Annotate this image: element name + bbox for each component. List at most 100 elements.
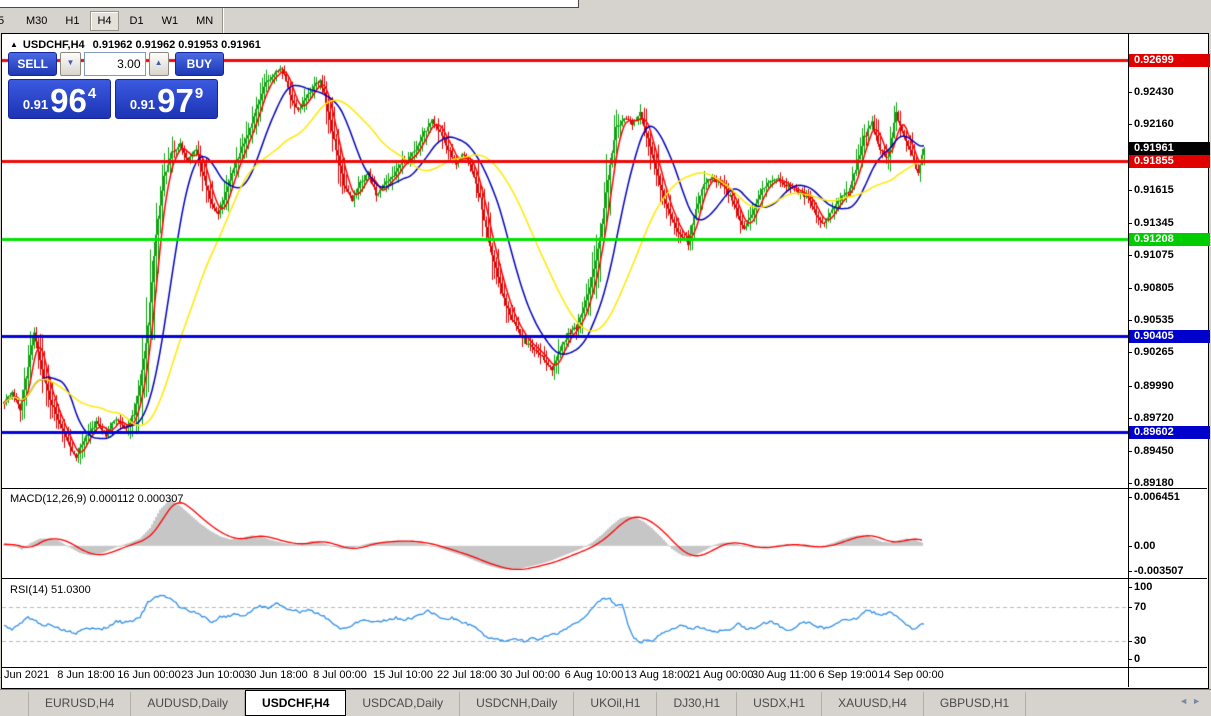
time-axis-label: 6 Sep 19:00 (818, 669, 878, 681)
macd-axis-label: -0.003507 (1134, 565, 1184, 577)
price-axis-label: 0.91615 (1134, 184, 1174, 196)
timeframe-toolbar: 5 M30 H1 H4 D1 W1 MN (0, 8, 1211, 33)
timeframe-button-group: 5 M30 H1 H4 D1 W1 MN (0, 8, 224, 33)
timeframe-button-mn[interactable]: MN (196, 14, 214, 27)
time-axis-label: 30 Jun 18:00 (244, 669, 308, 681)
chart-tab-gbpusd[interactable]: GBPUSD,H1 (924, 692, 1027, 716)
time-axis-label: 13 Aug 18:00 (624, 669, 690, 681)
time-axis-label: 8 Jun 18:00 (57, 669, 115, 681)
chart-tab-usdx[interactable]: USDX,H1 (737, 692, 823, 716)
chart-tab-xauusd[interactable]: XAUUSD,H4 (822, 692, 924, 716)
timeframe-button-h1[interactable]: H1 (65, 14, 80, 27)
chart-tab-ukoil[interactable]: UKOil,H1 (574, 692, 658, 716)
time-axis-label: 16 Jun 00:00 (117, 669, 181, 681)
rsi-axis-label: 0 (1134, 653, 1141, 665)
chart-tabs: EURUSD,H4 AUDUSD,Daily USDCHF,H4 USDCAD,Dai… (0, 690, 1027, 716)
rsi-axis-tick (1128, 607, 1132, 608)
rsi-axis-tick (1128, 587, 1132, 588)
price-level-badge: 0.91855 (1129, 155, 1210, 168)
price-level-badge: 0.91961 (1129, 142, 1210, 155)
sell-price-sup: 4 (87, 85, 97, 102)
price-axis-tick (1128, 418, 1132, 419)
rsi-axis-tick (1128, 641, 1132, 642)
price-level-badge: 0.89602 (1129, 426, 1210, 439)
volume-input[interactable] (83, 52, 146, 76)
price-axis-tick (1128, 223, 1132, 224)
macd-axis-tick (1128, 546, 1132, 547)
spin-up-icon: ▲ (154, 58, 163, 67)
price-axis-tick (1128, 124, 1132, 125)
sell-price-prefix: 0.91 (22, 97, 49, 112)
timeframe-button-d1[interactable]: D1 (129, 14, 144, 27)
price-axis-label: 0.91345 (1134, 217, 1174, 229)
chart-title: ▲ USDCHF,H4 0.91962 0.91962 0.91953 0.9196… (10, 39, 261, 51)
price-level-badge: 0.91208 (1129, 233, 1210, 246)
price-axis-label: 0.92160 (1134, 118, 1174, 130)
time-axis-label: 14 Sep 00:00 (878, 669, 944, 681)
time-axis-label: 22 Jul 18:00 (437, 669, 497, 681)
sell-price-display[interactable]: 0.91 96 4 (8, 79, 111, 119)
panel-separator[interactable] (2, 667, 1207, 668)
symbol-marker-icon: ▲ (10, 40, 18, 49)
price-axis-tick (1128, 352, 1132, 353)
price-axis-tick (1128, 483, 1132, 484)
price-axis-tick (1128, 320, 1132, 321)
volume-increase-button[interactable]: ▲ (148, 52, 169, 76)
chart-tab-usdcnh[interactable]: USDCNH,Daily (460, 692, 575, 716)
time-axis-label: 23 Jun 10:00 (181, 669, 245, 681)
price-axis-label: 0.91075 (1134, 249, 1174, 261)
rsi-axis-label: 30 (1134, 635, 1147, 647)
tab-scroll-arrows[interactable]: ◄► (1179, 696, 1205, 706)
rsi-axis-label: 70 (1134, 601, 1147, 613)
macd-indicator-canvas[interactable] (2, 489, 1128, 578)
buy-button[interactable]: BUY (174, 52, 224, 76)
price-axis-label: 0.89990 (1134, 380, 1174, 392)
panel-separator[interactable] (2, 578, 1207, 579)
chart-tab-usdchf[interactable]: USDCHF,H4 (245, 690, 347, 716)
price-axis-label: 0.90805 (1134, 282, 1174, 294)
price-axis-label: 0.92430 (1134, 86, 1174, 98)
buy-price-big: 97 (157, 82, 194, 119)
rsi-axis-label: 100 (1134, 581, 1153, 593)
time-axis-label: 30 Aug 11:00 (751, 669, 817, 681)
chart-tab-eurusd[interactable]: EURUSD,H4 (28, 692, 132, 716)
timeframe-button-w1[interactable]: W1 (161, 14, 179, 27)
chart-tab-usdcad[interactable]: USDCAD,Daily (346, 692, 461, 716)
timeframe-button-h4[interactable]: H4 (90, 10, 119, 31)
chart-ohlc-quotes: 0.91962 0.91962 0.91953 0.91961 (92, 39, 261, 51)
chart-tab-bar: EURUSD,H4 AUDUSD,Daily USDCHF,H4 USDCAD,Dai… (0, 689, 1211, 716)
macd-label: MACD(12,26,9) 0.000112 0.000307 (10, 493, 184, 505)
time-axis-label: 30 Jul 00:00 (500, 669, 560, 681)
chart-tab-dj30[interactable]: DJ30,H1 (657, 692, 738, 716)
price-axis-tick (1128, 386, 1132, 387)
price-axis-label: 0.90535 (1134, 314, 1174, 326)
time-axis-label: 8 Jul 00:00 (313, 669, 367, 681)
price-axis-tick (1128, 255, 1132, 256)
macd-axis-label: 0.00 (1134, 540, 1156, 552)
macd-axis-tick (1128, 497, 1132, 498)
price-axis-tick (1128, 92, 1132, 93)
price-axis-label: 0.89720 (1134, 412, 1174, 424)
time-axis-label: 6 Aug 10:00 (564, 669, 624, 681)
buy-price-prefix: 0.91 (129, 97, 156, 112)
macd-axis-label: 0.006451 (1134, 491, 1180, 503)
price-axis-label: 0.89450 (1134, 445, 1174, 457)
buy-price-sup: 9 (194, 85, 204, 102)
price-axis-tick (1128, 451, 1132, 452)
panel-separator[interactable] (2, 488, 1207, 489)
timeframe-button-m30[interactable]: M30 (26, 14, 48, 27)
chart-tab-audusd[interactable]: AUDUSD,Daily (131, 692, 246, 716)
time-axis-label: 21 Aug 00:00 (688, 669, 754, 681)
volume-decrease-button[interactable]: ▼ (60, 52, 81, 76)
tab-scroll-left-icon[interactable]: ◄ (1179, 696, 1193, 706)
tab-scroll-right-icon[interactable]: ► (1192, 696, 1205, 706)
timeframe-button-5[interactable]: 5 (0, 11, 15, 31)
time-axis-label: 1 Jun 2021 (0, 669, 50, 681)
rsi-indicator-canvas[interactable] (2, 580, 1128, 667)
price-axis-tick (1128, 190, 1132, 191)
buy-price-display[interactable]: 0.91 97 9 (115, 79, 218, 119)
sell-button[interactable]: SELL (8, 52, 58, 76)
macd-axis-tick (1128, 571, 1132, 572)
window-above-edge (0, 0, 579, 8)
